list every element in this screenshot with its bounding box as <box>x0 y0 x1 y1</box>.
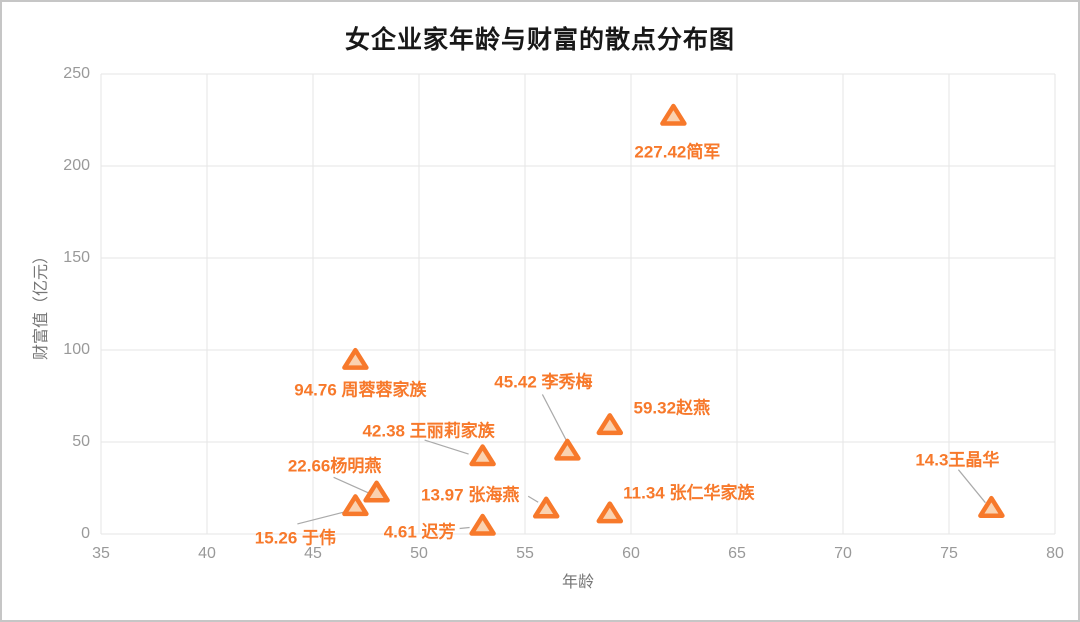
scatter-marker[interactable] <box>342 494 369 517</box>
point-label: 4.61 迟芳 <box>383 522 456 542</box>
point-label: 42.38 王丽莉家族 <box>362 421 495 441</box>
label-leader-line <box>424 439 469 455</box>
x-tick-label: 70 <box>834 545 852 562</box>
label-leader-line <box>333 476 372 495</box>
x-tick-label: 75 <box>940 545 958 562</box>
scatter-marker[interactable] <box>554 438 581 461</box>
chart-title: 女企业家年龄与财富的散点分布图 <box>344 26 735 54</box>
x-tick-label: 60 <box>622 545 640 562</box>
label-leader-line <box>957 469 986 504</box>
y-axis-title: 财富值（亿元） <box>33 247 50 361</box>
y-tick-label: 250 <box>63 65 90 82</box>
label-leader-line <box>541 394 568 443</box>
x-tick-label: 35 <box>92 545 110 562</box>
point-label: 94.76 周蓉蓉家族 <box>294 380 427 400</box>
y-tick-label: 50 <box>72 433 90 450</box>
scatter-marker[interactable] <box>978 495 1005 518</box>
scatter-marker[interactable] <box>596 413 624 436</box>
point-label: 11.34 张仁华家族 <box>623 483 755 503</box>
point-label: 45.42 李秀梅 <box>494 372 593 392</box>
label-leader-line <box>527 495 539 503</box>
scatter-marker[interactable] <box>596 501 624 524</box>
x-tick-label: 45 <box>304 545 322 562</box>
point-label: 14.3王晶华 <box>915 450 1000 470</box>
scatter-marker[interactable] <box>660 103 687 126</box>
scatter-marker[interactable] <box>469 444 496 467</box>
label-leader-line <box>459 526 470 530</box>
x-tick-label: 40 <box>198 545 216 562</box>
x-tick-label: 80 <box>1046 545 1064 562</box>
y-tick-label: 100 <box>63 341 90 358</box>
point-label: 227.42简军 <box>634 142 721 162</box>
scatter-marker[interactable] <box>469 513 496 536</box>
scatter-marker[interactable] <box>532 496 560 519</box>
point-label: 59.32赵燕 <box>633 398 711 418</box>
point-label: 13.97 张海燕 <box>421 485 520 505</box>
x-tick-label: 65 <box>728 545 746 562</box>
scatter-marker[interactable] <box>363 480 390 503</box>
y-tick-label: 0 <box>81 525 90 542</box>
point-label: 15.26 于伟 <box>254 528 337 548</box>
y-tick-label: 150 <box>63 249 90 266</box>
x-tick-label: 50 <box>410 545 428 562</box>
x-tick-label: 55 <box>516 545 534 562</box>
y-tick-label: 200 <box>63 157 90 174</box>
scatter-marker[interactable] <box>342 347 369 370</box>
point-label: 22.66杨明燕 <box>287 456 382 476</box>
x-axis-title: 年龄 <box>561 574 595 591</box>
